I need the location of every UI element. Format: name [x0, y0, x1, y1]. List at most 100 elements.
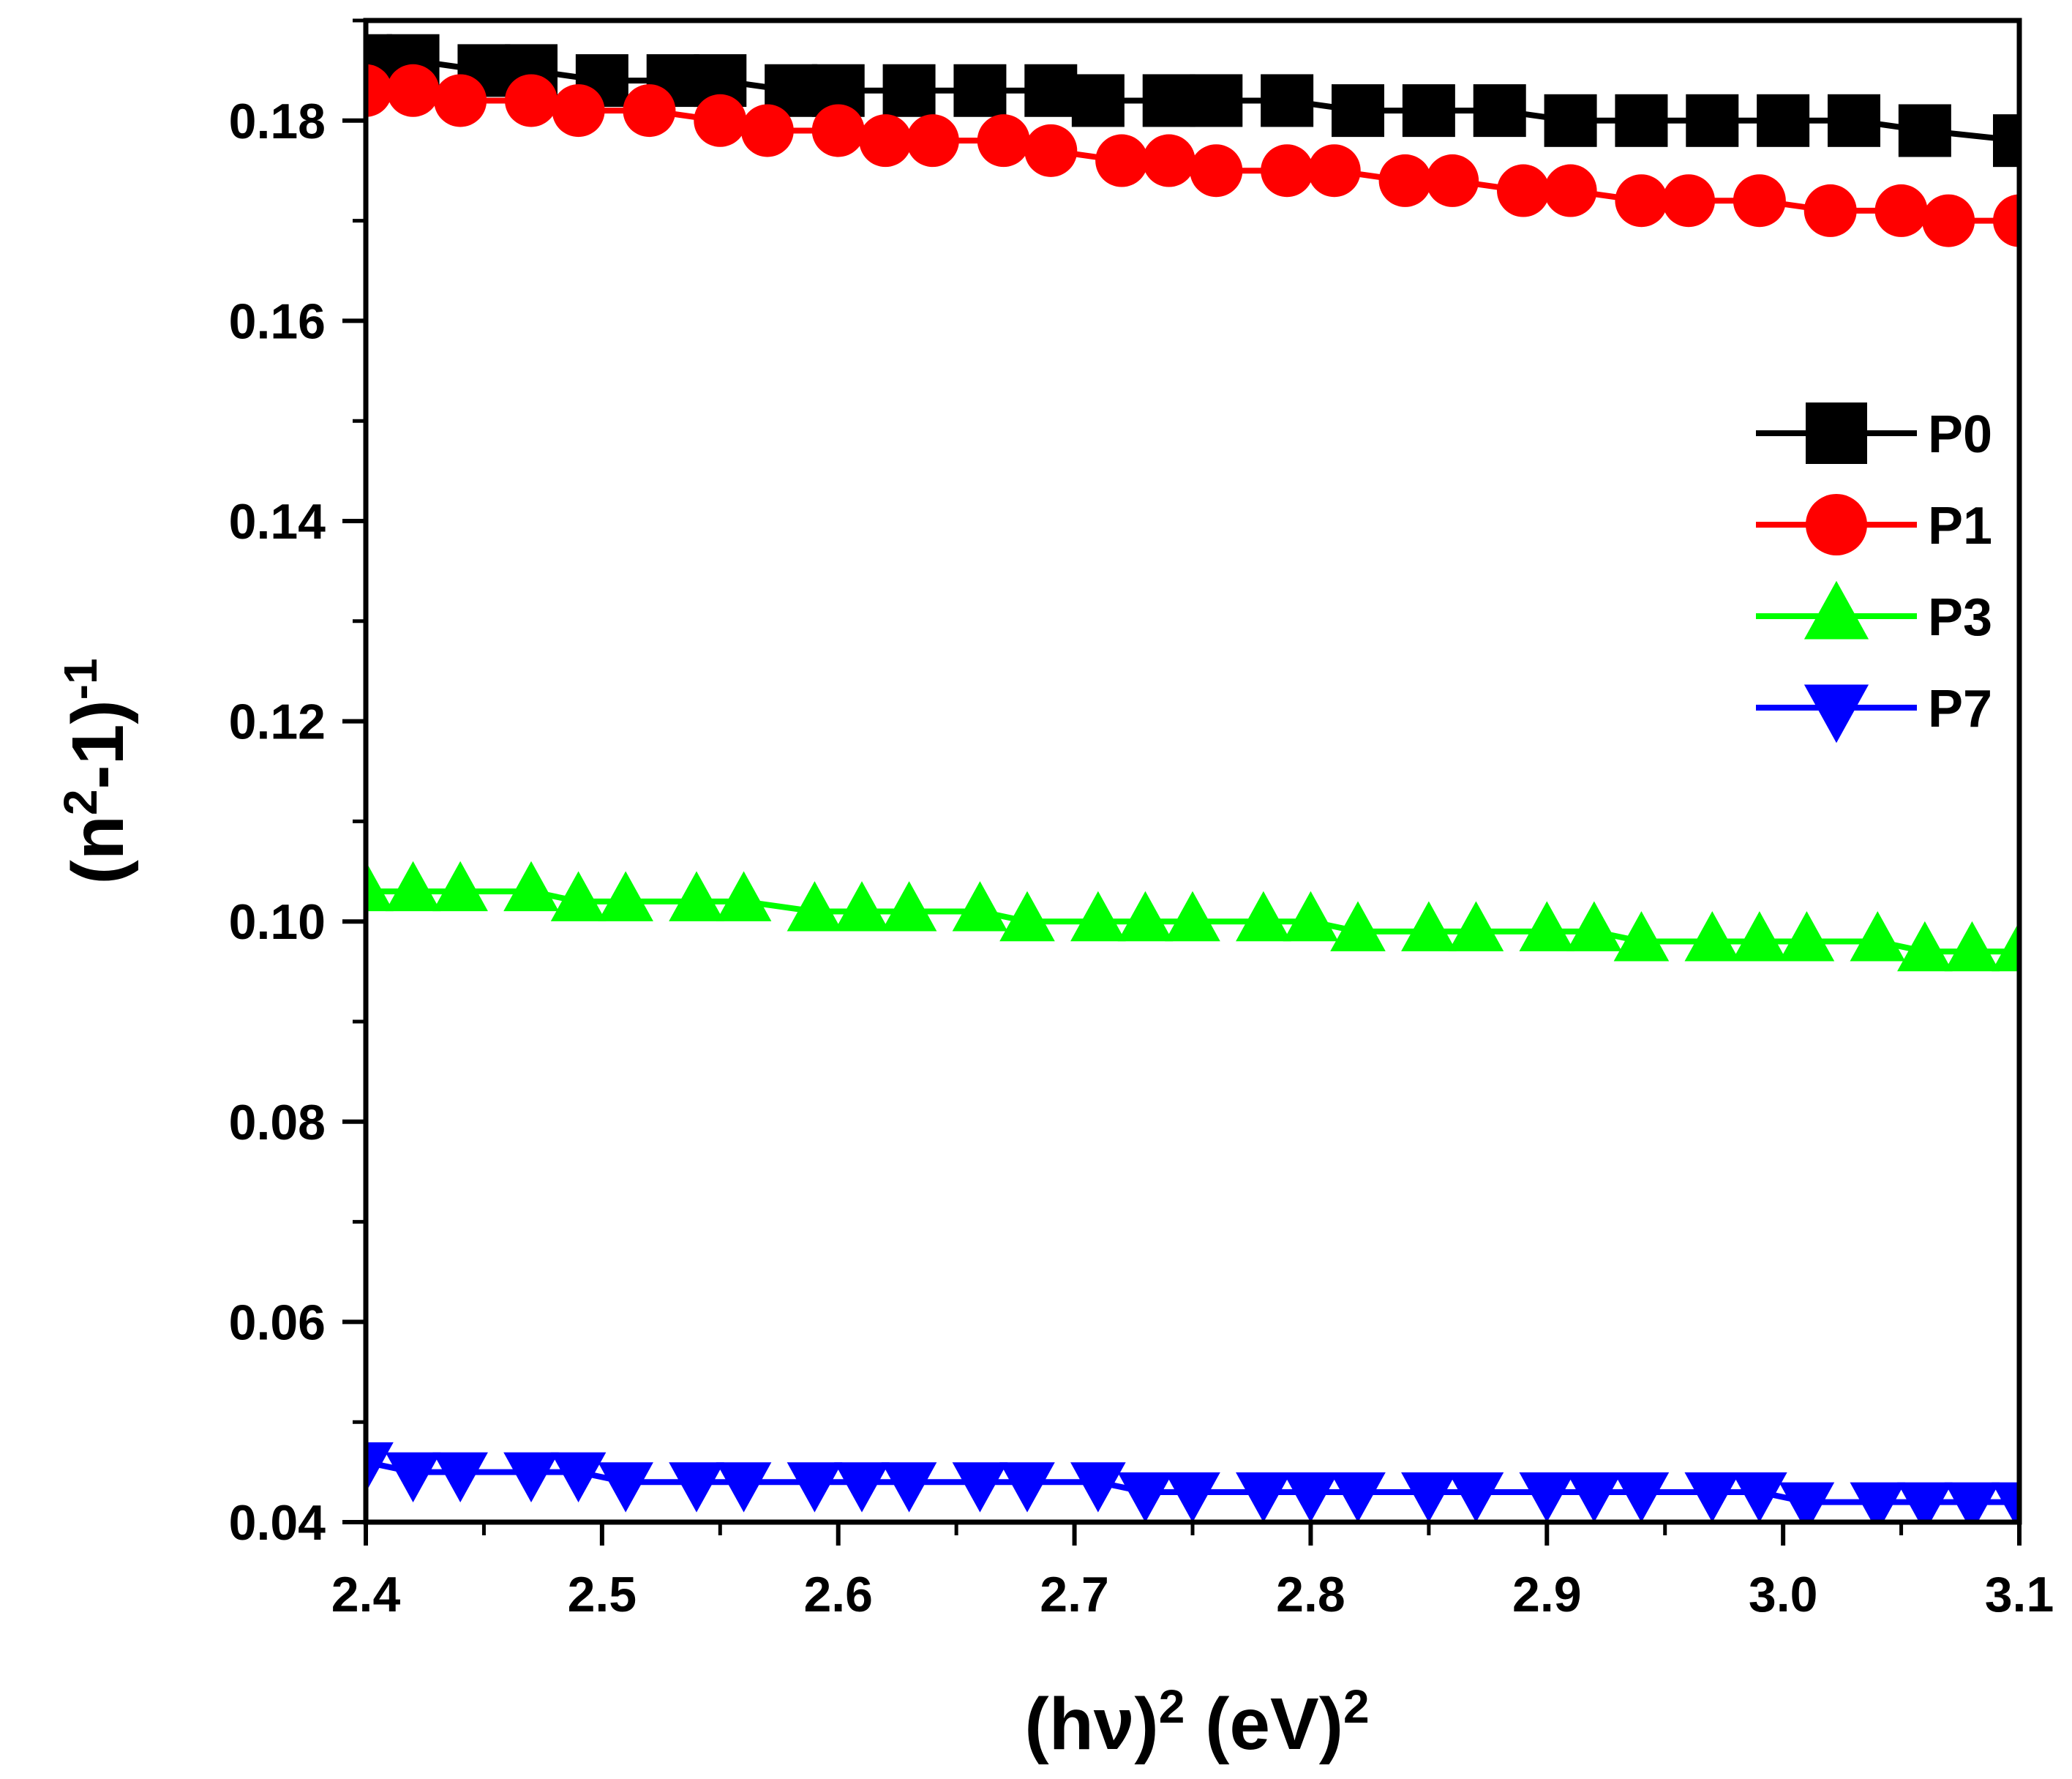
y-axis-title-base: (n — [57, 815, 139, 884]
series-p1-point — [505, 74, 558, 127]
series-p3-point — [385, 861, 441, 912]
series-p1-point — [1922, 194, 1975, 247]
series-p7-point — [834, 1462, 890, 1513]
series-p0-point — [1473, 84, 1526, 138]
series-p1-point — [1733, 174, 1786, 228]
plot-frame — [363, 18, 2022, 1525]
series-p3-point — [432, 861, 488, 912]
series-p7-point — [1117, 1472, 1174, 1522]
series-p1-point — [1190, 144, 1243, 198]
series-p0-point — [882, 64, 936, 117]
series-p0-point — [1402, 84, 1455, 138]
series-p7-point — [999, 1462, 1055, 1513]
series-p1-point — [906, 114, 959, 168]
series-p1-point — [977, 114, 1030, 168]
series-p3-point — [1732, 911, 1787, 962]
series-p7-point — [1448, 1472, 1504, 1522]
series-p3-point — [1566, 901, 1622, 951]
y-tick-label: 0.06 — [229, 1295, 326, 1350]
series-p1-point — [434, 74, 487, 127]
y-axis-title-sup2: -1 — [54, 658, 107, 700]
series-p3-point — [1070, 891, 1126, 942]
series-p7-point — [598, 1462, 653, 1513]
series-p3-point — [669, 871, 724, 921]
x-tick-label: 2.9 — [1512, 1567, 1582, 1622]
series-p7-point — [432, 1452, 488, 1502]
series-p7-point — [1566, 1472, 1622, 1522]
series-p1-point — [366, 64, 392, 117]
series-p3-point — [366, 861, 394, 912]
legend-item-p3: P3 — [1756, 580, 1992, 647]
series-p0-point — [1142, 74, 1195, 127]
series-p3-point — [1519, 901, 1575, 951]
series-p3-point — [716, 871, 772, 921]
series-p7-point — [1283, 1472, 1339, 1522]
legend-item-p7: P7 — [1756, 680, 1992, 744]
series-p0-point — [1898, 104, 1951, 157]
series-p1-point — [1095, 134, 1149, 187]
y-tick-label: 0.12 — [229, 694, 326, 750]
series-p3-point — [787, 881, 843, 932]
y-tick-label: 0.04 — [229, 1495, 326, 1551]
series-p1-point — [694, 94, 747, 147]
legend-item-p1: P1 — [1756, 494, 1992, 555]
series-p3-point — [1992, 921, 2019, 972]
series-p0-point — [1261, 74, 1314, 127]
series-p3-point — [1779, 911, 1835, 962]
y-tick-label: 0.18 — [229, 94, 326, 149]
series-p7-point — [1944, 1482, 2000, 1522]
y-tick-label: 0.14 — [229, 494, 326, 550]
series-p7-point — [385, 1452, 441, 1502]
series-p7-point — [1897, 1482, 1953, 1522]
series-p7-point — [952, 1462, 1008, 1513]
series-p0-point — [1024, 64, 1078, 117]
series-p0-point — [1190, 74, 1243, 127]
series-p7 — [366, 1442, 2019, 1522]
series-p0-point — [1993, 114, 2019, 168]
series-p1-point — [1497, 164, 1550, 217]
series-p0-point — [1757, 94, 1810, 147]
series-p7-point — [1992, 1482, 2019, 1522]
series-p3-point — [1165, 891, 1220, 942]
x-tick-label: 3.1 — [1985, 1567, 2054, 1622]
legend-marker-p0 — [1806, 402, 1867, 464]
series-p3-point — [952, 881, 1008, 932]
x-tick-label: 2.7 — [1040, 1567, 1109, 1622]
y-tick-label: 0.08 — [229, 1095, 326, 1150]
x-tick-label: 2.5 — [568, 1567, 637, 1622]
x-tick-label: 2.6 — [803, 1567, 873, 1622]
series-p7-point — [1401, 1472, 1457, 1522]
series-p7-point — [503, 1452, 559, 1502]
x-tick-label: 2.8 — [1276, 1567, 1345, 1622]
series-p7-point — [1330, 1472, 1386, 1522]
series-p1-point — [1615, 174, 1668, 228]
series-p7-point — [1519, 1472, 1575, 1522]
series-p3-point — [834, 881, 890, 932]
series-p1-point — [1378, 154, 1432, 207]
series-p3-point — [1236, 891, 1291, 942]
series-p7-point — [1732, 1472, 1787, 1522]
series-p3-point — [881, 881, 937, 932]
series-p1-point — [740, 104, 794, 157]
series-p7-point — [716, 1462, 772, 1513]
y-axis-title-sup1: 2 — [54, 790, 107, 816]
series-p0-point — [1544, 94, 1597, 147]
x-axis-title: (hν)2 (eV)2 — [1024, 1680, 1369, 1765]
x-axis-title-unit: (eV) — [1185, 1683, 1343, 1765]
series-p3-point — [1684, 911, 1741, 962]
legend-label-p1: P1 — [1928, 497, 1992, 555]
data-series-layer — [366, 34, 2019, 1522]
legend: P0 P1 P3 P7 — [1756, 402, 1992, 744]
series-p7-point — [1850, 1482, 1906, 1522]
series-p7-point — [881, 1462, 937, 1513]
series-p1-point — [1261, 144, 1314, 198]
legend-label-p7: P7 — [1928, 680, 1992, 738]
series-p3-point — [503, 861, 559, 912]
series-p3-point — [1330, 901, 1386, 951]
series-p1-point — [1426, 154, 1479, 207]
series-p7-point — [1236, 1472, 1291, 1522]
legend-label-p0: P0 — [1928, 405, 1992, 464]
series-p3-point — [550, 871, 607, 921]
series-p1-point — [1662, 174, 1715, 228]
series-p1-point — [1544, 164, 1597, 217]
